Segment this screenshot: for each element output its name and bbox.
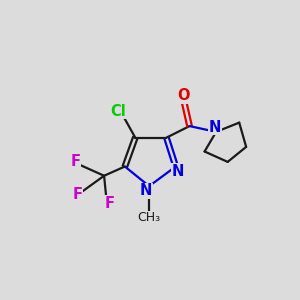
Text: Cl: Cl bbox=[110, 103, 126, 118]
Text: N: N bbox=[140, 183, 152, 198]
Text: N: N bbox=[172, 164, 184, 179]
Text: F: F bbox=[105, 196, 115, 211]
Text: CH₃: CH₃ bbox=[138, 211, 161, 224]
Text: F: F bbox=[73, 187, 82, 202]
Text: O: O bbox=[178, 88, 190, 103]
Text: F: F bbox=[70, 154, 80, 169]
Text: N: N bbox=[209, 120, 221, 135]
